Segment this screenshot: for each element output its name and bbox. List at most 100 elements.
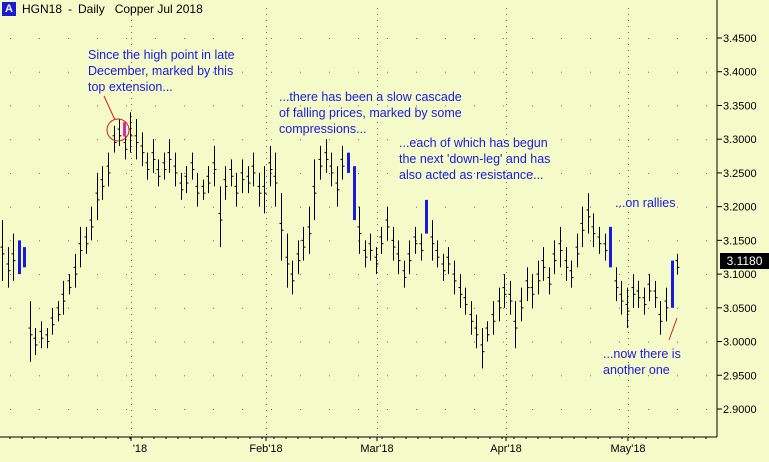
grid-dot	[377, 224, 378, 225]
grid-dot	[506, 146, 507, 147]
grid-dot	[39, 71, 40, 73]
grid-dot	[68, 206, 69, 208]
grid-dot	[68, 105, 69, 107]
grid-dot	[387, 38, 388, 39]
grid-dot	[266, 278, 267, 279]
grid-dot	[266, 176, 267, 177]
grid-dot	[266, 104, 267, 105]
grid-dot	[445, 307, 446, 309]
grid-dot	[271, 38, 272, 39]
grid-dot	[506, 32, 507, 33]
grid-dot	[619, 71, 620, 73]
grid-dot	[10, 341, 11, 343]
grid-dot	[506, 200, 507, 201]
grid-dot	[358, 206, 359, 208]
grid-dot	[300, 274, 301, 276]
grid-dot	[155, 307, 156, 309]
grid-dot	[266, 416, 267, 417]
grid-dot	[677, 240, 678, 242]
grid-dot	[628, 416, 629, 417]
grid-dot	[126, 409, 127, 410]
grid-dot	[131, 254, 132, 255]
grid-dot	[628, 218, 629, 219]
grid-dot	[416, 139, 417, 141]
grid-dot	[39, 240, 40, 242]
grid-dot	[377, 140, 378, 141]
grid-dot	[506, 86, 507, 87]
grid-dot	[358, 240, 359, 242]
grid-dot	[10, 172, 11, 174]
grid-dot	[68, 38, 69, 39]
grid-dot	[377, 320, 378, 321]
grid-dot	[628, 8, 629, 9]
grid-dot	[445, 341, 446, 343]
grid-dot	[474, 206, 475, 208]
grid-dot	[506, 140, 507, 141]
grid-dot	[155, 240, 156, 242]
grid-dot	[474, 105, 475, 107]
grid-dot	[377, 146, 378, 147]
grid-dot	[377, 104, 378, 105]
grid-dot	[506, 380, 507, 381]
grid-dot	[628, 434, 629, 435]
grid-dot	[271, 105, 272, 107]
grid-dot	[131, 386, 132, 387]
grid-dot	[503, 307, 504, 309]
grid-dot	[131, 356, 132, 357]
grid-dot	[506, 326, 507, 327]
grid-dot	[266, 236, 267, 237]
grid-dot	[377, 392, 378, 393]
grid-dot	[300, 172, 301, 174]
grid-dot	[271, 172, 272, 174]
grid-dot	[628, 392, 629, 393]
grid-dot	[628, 428, 629, 429]
grid-dot	[503, 240, 504, 242]
grid-dot	[377, 134, 378, 135]
chart-period: Daily	[78, 2, 105, 16]
annotation-another-one: ...now there is another one	[603, 347, 681, 377]
grid-dot	[648, 206, 649, 208]
grid-dot	[155, 375, 156, 377]
grid-dot	[68, 274, 69, 276]
grid-dot	[131, 158, 132, 159]
grid-dot	[506, 14, 507, 15]
grid-dot	[126, 139, 127, 141]
grid-dot	[506, 56, 507, 57]
grid-dot	[131, 290, 132, 291]
grid-dot	[506, 302, 507, 303]
grid-dot	[131, 428, 132, 429]
grid-dot	[266, 350, 267, 351]
grid-dot	[377, 374, 378, 375]
grid-dot	[532, 206, 533, 208]
grid-dot	[377, 194, 378, 195]
grid-dot	[503, 139, 504, 141]
grid-dot	[474, 409, 475, 410]
grid-dot	[271, 341, 272, 343]
grid-dot	[416, 206, 417, 208]
grid-dot	[706, 172, 707, 174]
grid-dot	[131, 68, 132, 69]
grid-dot	[628, 122, 629, 123]
grid-dot	[677, 274, 678, 276]
grid-dot	[266, 404, 267, 405]
grid-dot	[131, 272, 132, 273]
chart-badge[interactable]: A	[2, 2, 16, 16]
grid-dot	[628, 236, 629, 237]
grid-dot	[131, 74, 132, 75]
x-tick-label: Apr'18	[490, 443, 521, 455]
grid-dot	[131, 176, 132, 177]
grid-dot	[590, 341, 591, 343]
grid-dot	[628, 80, 629, 81]
grid-dot	[506, 134, 507, 135]
grid-dot	[266, 194, 267, 195]
grid-dot	[126, 71, 127, 73]
grid-dot	[329, 307, 330, 309]
grid-dot	[474, 274, 475, 276]
grid-dot	[377, 86, 378, 87]
grid-dot	[648, 105, 649, 107]
grid-dot	[506, 20, 507, 21]
grid-dot	[68, 341, 69, 343]
grid-dot	[39, 341, 40, 343]
grid-dot	[506, 158, 507, 159]
grid-dot	[131, 332, 132, 333]
